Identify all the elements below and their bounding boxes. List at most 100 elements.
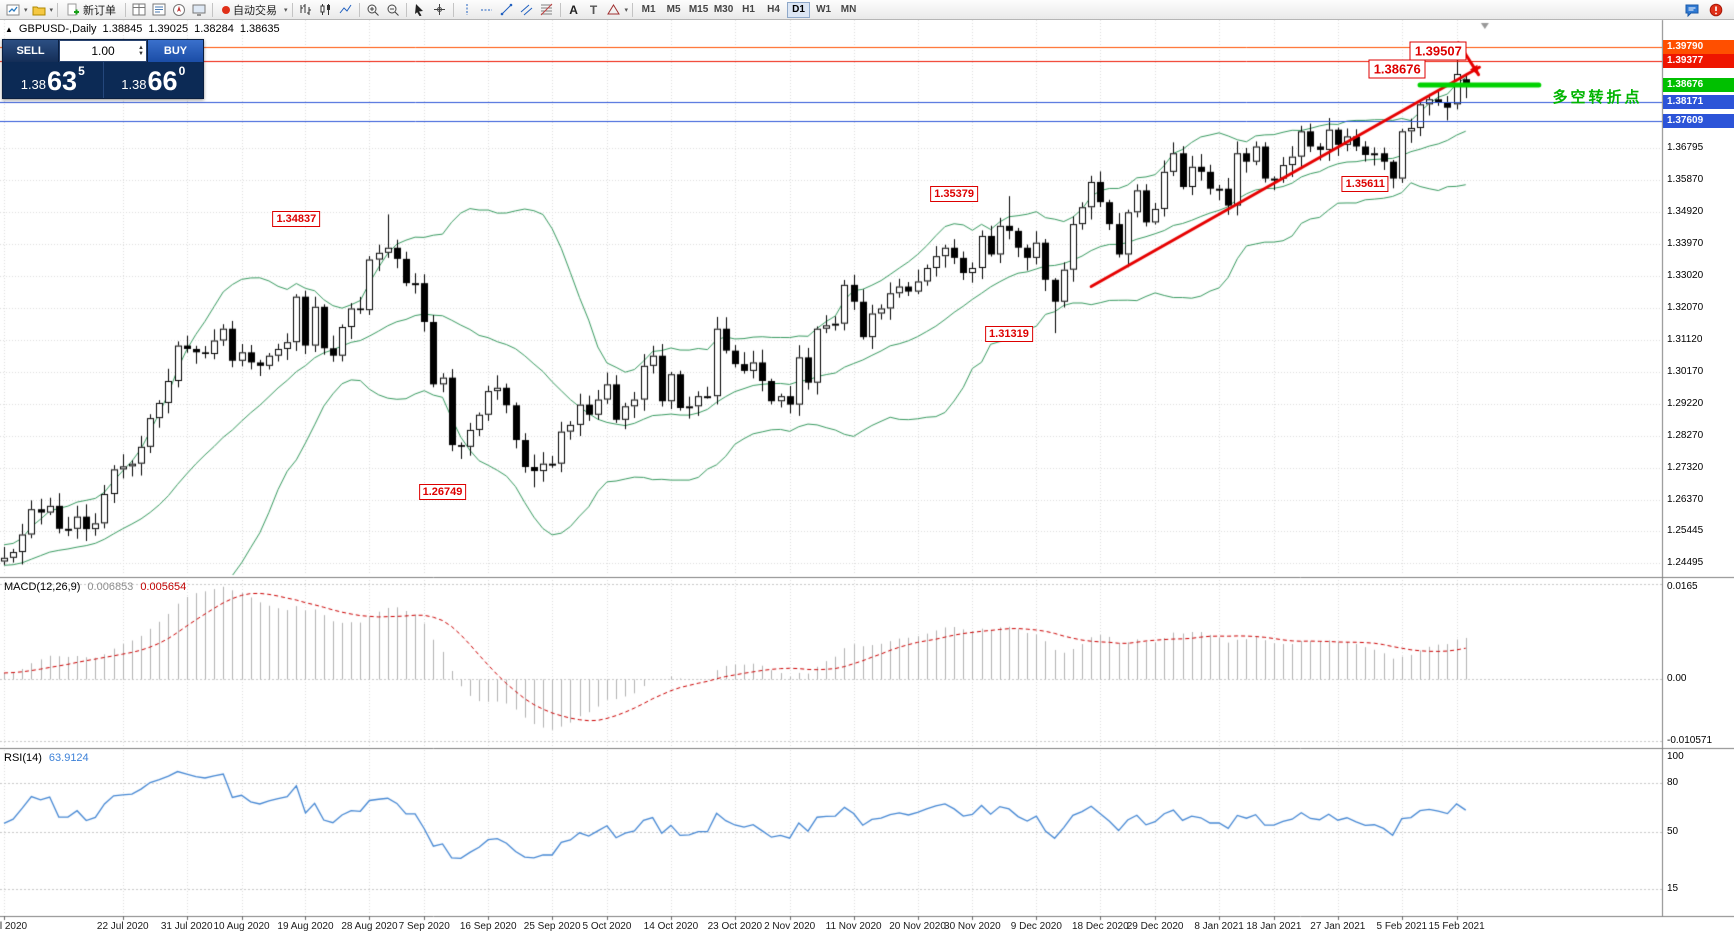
market-watch-button[interactable]	[129, 1, 149, 19]
price-callout[interactable]: 1.34837	[272, 211, 321, 228]
new-chart-button[interactable]	[3, 1, 23, 19]
toolbar-separator	[125, 2, 127, 17]
price-axis-badge: 1.38676	[1663, 77, 1734, 92]
time-axis-label: 23 Oct 2020	[707, 921, 763, 932]
timeframe-M30[interactable]: M30	[712, 2, 735, 18]
toolbar-separator	[405, 2, 407, 17]
time-axis-label: 18 Jan 2021	[1246, 921, 1302, 932]
buy-price[interactable]: 1.38 66 0	[121, 64, 186, 96]
volume-up-icon[interactable]: ▲	[138, 45, 144, 51]
terminal-button[interactable]	[189, 1, 209, 19]
sell-button[interactable]: SELL	[3, 40, 59, 62]
price-axis-badge: 1.39377	[1663, 54, 1734, 69]
profiles-button[interactable]	[29, 1, 49, 19]
zoom-out-button[interactable]	[383, 1, 403, 19]
time-axis-label: 22 Jul 2020	[96, 921, 149, 932]
navigator-button[interactable]	[169, 1, 189, 19]
text-tool-button[interactable]: A	[564, 1, 584, 19]
price-axis-label: 1.24495	[1667, 557, 1704, 569]
autotrading-button[interactable]: 自动交易	[216, 1, 283, 19]
fibonacci-button[interactable]	[537, 1, 557, 19]
one-click-trading-panel: SELL 1.00 ▲ ▼ BUY 1.38 63 5 1.38 66 0	[2, 39, 204, 99]
data-window-button[interactable]	[149, 1, 169, 19]
collapse-chart-icon[interactable]: ▲	[5, 24, 13, 34]
price-axis-label: 1.31120	[1667, 333, 1703, 345]
timeframe-W1[interactable]: W1	[812, 2, 835, 18]
ohlc-high: 1.39025	[148, 23, 189, 35]
toolbar-separator	[632, 2, 634, 17]
price-axis-label: 1.26370	[1667, 494, 1704, 506]
text-label-tool-button[interactable]: T	[584, 1, 604, 19]
time-axis-label: 20 Nov 2020	[889, 921, 946, 932]
price-axis-label: 1.32070	[1667, 301, 1704, 313]
chat-icon-button[interactable]	[1682, 1, 1702, 19]
timeframe-M15[interactable]: M15	[687, 2, 710, 18]
time-axis-label: 19 Aug 2020	[277, 921, 334, 932]
volume-input[interactable]: 1.00 ▲ ▼	[59, 40, 147, 62]
toolbar: ▾ ▾ 新订单 自动交易 ▾	[0, 0, 1734, 20]
price-axis-label: 1.33020	[1667, 269, 1704, 281]
sell-price[interactable]: 1.38 63 5	[3, 62, 104, 98]
zoom-in-button[interactable]	[363, 1, 383, 19]
price-callout[interactable]: 1.35611	[1341, 175, 1389, 192]
vertical-line-button[interactable]	[457, 1, 477, 19]
time-axis-label: 28 Aug 2020	[341, 921, 398, 932]
time-axis-label: 9 Dec 2020	[1010, 921, 1062, 932]
line-chart-button[interactable]	[336, 1, 356, 19]
crosshair-button[interactable]	[430, 1, 450, 19]
price-callout[interactable]: 1.38676	[1368, 59, 1426, 79]
macd-indicator-label: MACD(12,26,9) 0.006853 0.005654	[4, 581, 187, 593]
timeframe-H1[interactable]: H1	[737, 2, 760, 18]
toolbar-separator	[452, 2, 454, 17]
timeframe-D1[interactable]: D1	[787, 1, 811, 18]
timeframe-H4[interactable]: H4	[762, 2, 785, 18]
bull-bear-turning-point-note[interactable]: 多空转折点	[1552, 88, 1643, 106]
price-axis-badge: 1.37609	[1663, 113, 1734, 128]
cursor-button[interactable]	[410, 1, 430, 19]
macd-main-value: 0.006853	[87, 581, 134, 593]
time-axis-label: 5 Feb 2021	[1376, 921, 1428, 932]
notifications-icon-button[interactable]	[1706, 1, 1726, 19]
time-axis-label: 18 Dec 2020	[1071, 921, 1129, 932]
timeframe-M1[interactable]: M1	[637, 2, 660, 18]
timeframe-M5[interactable]: M5	[662, 2, 685, 18]
price-callout[interactable]: 1.39507	[1409, 41, 1467, 61]
new-chart-caret-icon[interactable]: ▾	[24, 6, 28, 14]
macd-axis-label: 0.0165	[1667, 581, 1698, 592]
new-order-label: 新订单	[83, 4, 117, 17]
price-axis-label: 1.36795	[1667, 142, 1704, 154]
time-axis-label: 15 Feb 2021	[1428, 921, 1485, 932]
price-axis-badge: 1.38171	[1663, 94, 1734, 109]
shapes-caret-icon[interactable]: ▾	[624, 6, 629, 14]
toolbar-separator	[57, 2, 59, 17]
new-order-button[interactable]: 新订单	[61, 1, 122, 19]
toolbar-separator	[559, 2, 561, 17]
autotrading-caret-icon[interactable]: ▾	[284, 6, 288, 14]
volume-down-icon[interactable]: ▼	[138, 51, 144, 57]
channel-button[interactable]	[517, 1, 537, 19]
price-axis-label: 1.33970	[1667, 237, 1704, 249]
trendline-button[interactable]	[497, 1, 517, 19]
buy-button[interactable]: BUY	[147, 40, 203, 62]
price-axis-label: 1.27320	[1667, 462, 1704, 474]
price-axis-label: 1.28270	[1667, 429, 1704, 441]
rsi-axis-label: 15	[1667, 883, 1679, 895]
price-axis-badge: 1.39790	[1663, 40, 1734, 55]
price-callout[interactable]: 1.26749	[418, 484, 467, 501]
toolbar-separator	[291, 2, 293, 17]
horizontal-line-button[interactable]	[477, 1, 497, 19]
bar-chart-button[interactable]	[296, 1, 316, 19]
shapes-tool-button[interactable]	[604, 1, 624, 19]
rsi-axis-label: 100	[1667, 751, 1684, 762]
timeframe-MN[interactable]: MN	[837, 2, 860, 18]
candlestick-chart-button[interactable]	[316, 1, 336, 19]
price-callout[interactable]: 1.35379	[930, 185, 979, 202]
profiles-caret-icon[interactable]: ▾	[49, 6, 54, 14]
price-callout[interactable]: 1.31319	[985, 326, 1033, 343]
time-axis-label: 10 Aug 2020	[213, 921, 270, 932]
toolbar-separator	[212, 2, 214, 17]
volume-value: 1.00	[91, 44, 115, 58]
chart-title: ▲ GBPUSD-,Daily 1.38845 1.39025 1.38284 …	[5, 23, 280, 35]
